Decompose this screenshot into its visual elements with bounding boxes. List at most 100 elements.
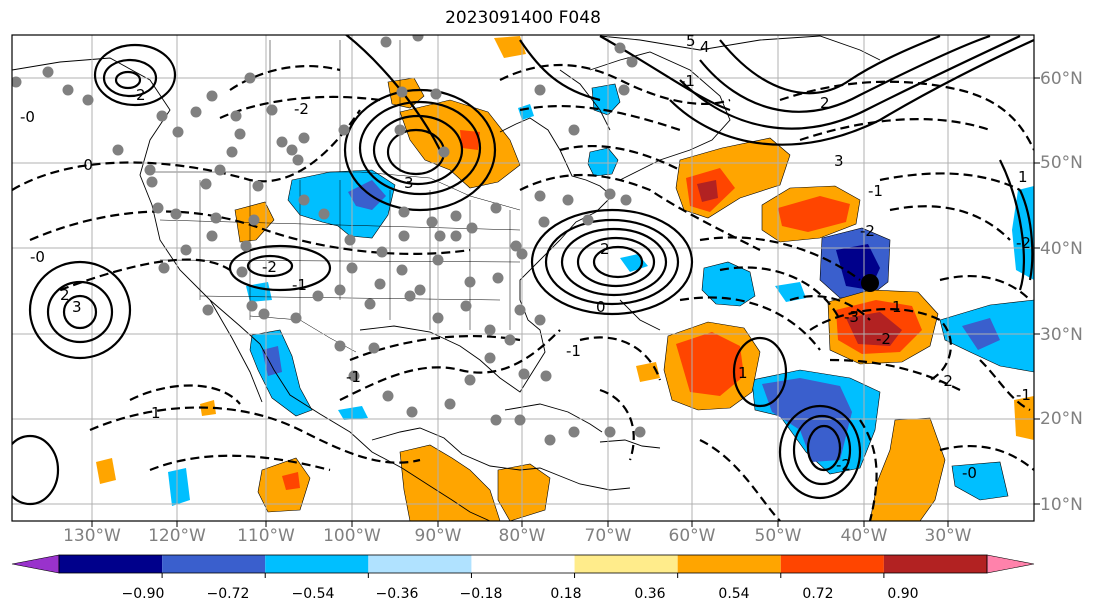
lat-label: 40°N bbox=[1040, 239, 1083, 259]
station-dot bbox=[246, 300, 258, 312]
station-dot bbox=[538, 216, 550, 228]
station-dot bbox=[152, 202, 164, 214]
station-dot bbox=[206, 230, 218, 242]
station-dot bbox=[42, 66, 54, 78]
contour-label: -0 bbox=[20, 108, 35, 126]
colorbar-segment bbox=[677, 555, 781, 573]
station-dot bbox=[404, 290, 416, 302]
station-dot bbox=[518, 368, 530, 380]
station-dot bbox=[376, 246, 388, 258]
station-dot bbox=[582, 214, 594, 226]
station-dot bbox=[382, 390, 394, 402]
contour-label: 3 bbox=[72, 298, 82, 316]
contour-label: -2 bbox=[860, 222, 875, 240]
lat-label: 30°N bbox=[1040, 325, 1083, 345]
station-dot bbox=[334, 340, 346, 352]
station-dots bbox=[12, 35, 646, 446]
station-dot bbox=[618, 84, 630, 96]
lon-label: 130°W bbox=[63, 526, 121, 546]
station-dot bbox=[276, 136, 288, 148]
lon-label: 80°W bbox=[499, 526, 546, 546]
station-dot bbox=[380, 36, 392, 48]
shade-neg-hudson bbox=[591, 83, 621, 116]
colorbar-tick-label: 0.90 bbox=[887, 586, 918, 602]
station-dot bbox=[266, 104, 278, 116]
graticule bbox=[12, 35, 1034, 521]
station-dot bbox=[298, 132, 310, 144]
station-dot bbox=[534, 314, 546, 326]
contour-jet-band-1 bbox=[669, 38, 1034, 146]
contour-labels: -2 2 -1 -0 2 -0 3 3 -2 -1 1 2 1 -1 -0 4 … bbox=[20, 35, 1031, 482]
station-dot bbox=[318, 208, 330, 220]
station-dot bbox=[234, 128, 246, 140]
station-dot bbox=[432, 312, 444, 324]
station-dot bbox=[180, 244, 192, 256]
contour-label: 2 bbox=[136, 86, 146, 104]
coastlines bbox=[12, 35, 881, 521]
colorbar-tick-label: 0.18 bbox=[550, 586, 581, 602]
contour-label: -1 bbox=[292, 276, 307, 294]
contour-label: 0 bbox=[596, 298, 606, 316]
station-dot bbox=[338, 124, 350, 136]
colorbar-tick-labels: −0.90 −0.72 −0.54 −0.36 −0.18 0.18 0.36 … bbox=[122, 586, 919, 602]
lon-label: 70°W bbox=[585, 526, 632, 546]
contour-label: 1 bbox=[738, 364, 748, 382]
station-dot bbox=[444, 398, 456, 410]
lon-label: 100°W bbox=[323, 526, 381, 546]
storm-center-marker bbox=[861, 274, 879, 292]
station-dot bbox=[348, 370, 360, 382]
shade-pos-west-africa bbox=[869, 417, 946, 521]
station-dot bbox=[244, 72, 256, 84]
station-dot bbox=[484, 352, 496, 364]
station-dot bbox=[368, 342, 380, 354]
station-dot bbox=[514, 304, 526, 316]
colorbar-tick-label: 0.72 bbox=[802, 586, 833, 602]
station-dot bbox=[626, 56, 638, 68]
station-dot bbox=[374, 278, 386, 290]
lon-label: 60°W bbox=[669, 526, 716, 546]
latitude-labels: 60°N 50°N 40°N 30°N 20°N 10°N bbox=[1040, 69, 1083, 515]
station-dot bbox=[504, 334, 516, 346]
station-dot bbox=[406, 406, 418, 418]
station-dot bbox=[438, 146, 450, 158]
lon-label: 90°W bbox=[415, 526, 462, 546]
contour-label: -2 bbox=[836, 456, 851, 474]
lat-label: 60°N bbox=[1040, 69, 1083, 89]
station-dot bbox=[534, 190, 546, 202]
colorbar-tick-label: −0.36 bbox=[376, 586, 419, 602]
station-dot bbox=[510, 240, 522, 252]
station-dot bbox=[62, 84, 74, 96]
station-dot bbox=[258, 308, 270, 320]
axis-ticks bbox=[91, 77, 1040, 527]
lat-label: 20°N bbox=[1040, 409, 1083, 429]
station-dot bbox=[604, 426, 616, 438]
station-dot bbox=[544, 434, 556, 446]
colorbar-outline bbox=[58, 554, 988, 574]
station-dot bbox=[450, 210, 462, 222]
station-dot bbox=[396, 264, 408, 276]
map-title: 2023091400 F048 bbox=[445, 8, 601, 28]
station-dot bbox=[484, 324, 496, 336]
station-dot bbox=[292, 154, 304, 166]
lon-label: 40°W bbox=[841, 526, 888, 546]
contour-label: 3 bbox=[834, 152, 844, 170]
contour-label: 1 bbox=[151, 404, 161, 422]
colorbar-tick-label: −0.72 bbox=[207, 586, 250, 602]
station-dot bbox=[634, 426, 646, 438]
station-dot bbox=[364, 298, 376, 310]
colorbar-segment bbox=[574, 555, 678, 573]
colorbar-segment bbox=[59, 555, 163, 573]
station-dot bbox=[516, 248, 528, 260]
station-dot bbox=[298, 194, 310, 206]
station-dot bbox=[146, 176, 158, 188]
contour-label: -1 bbox=[680, 72, 695, 90]
contour-label: -0 bbox=[962, 464, 977, 482]
contour-label: 1 bbox=[1018, 168, 1028, 186]
station-dot bbox=[346, 262, 358, 274]
station-dot bbox=[12, 76, 22, 88]
station-dot bbox=[144, 164, 156, 176]
station-dot bbox=[206, 90, 218, 102]
longitude-labels: 130°W 120°W 110°W 100°W 90°W 80°W 70°W 6… bbox=[63, 526, 972, 546]
lat-label: 10°N bbox=[1040, 495, 1083, 515]
station-dot bbox=[562, 194, 574, 206]
